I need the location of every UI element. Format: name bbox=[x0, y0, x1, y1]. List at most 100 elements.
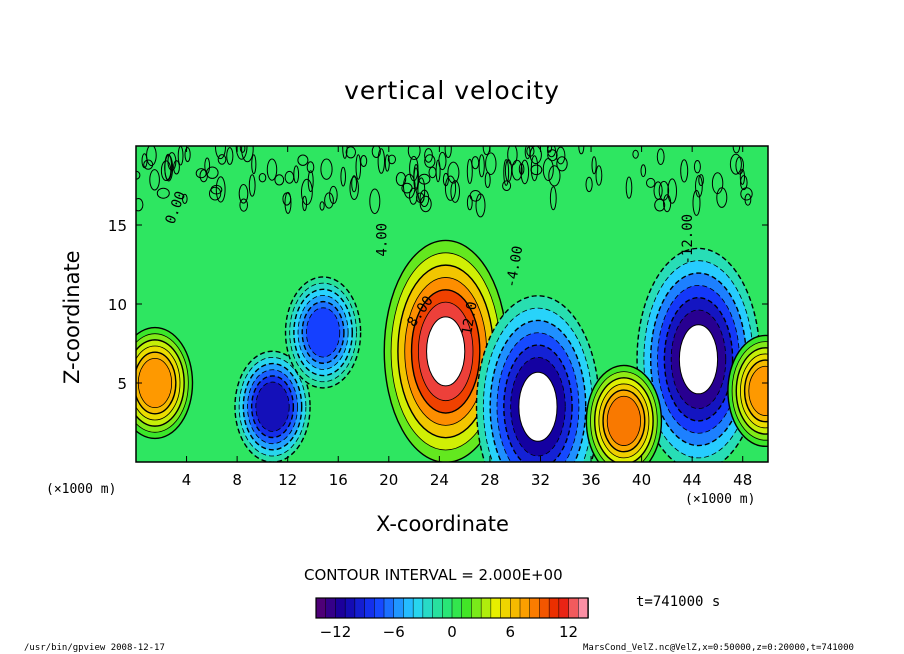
colorbar-segment bbox=[344, 597, 356, 619]
noise-contour bbox=[324, 192, 334, 209]
colorbar-segment bbox=[364, 597, 376, 619]
colorbar-segment bbox=[451, 597, 463, 619]
noise-contour bbox=[395, 172, 407, 186]
colorbar-tick-label: −6 bbox=[383, 623, 405, 641]
noise-contour bbox=[340, 166, 347, 187]
downdraft-cell bbox=[234, 350, 311, 462]
noise-contour bbox=[274, 174, 285, 186]
noise-contour bbox=[520, 159, 530, 185]
noise-contour bbox=[239, 198, 248, 212]
noise-contour bbox=[160, 160, 172, 181]
noise-contour bbox=[591, 156, 597, 175]
noise-contour bbox=[740, 187, 753, 201]
x-tick-label: 4 bbox=[182, 471, 192, 489]
x-tick-label: 32 bbox=[531, 471, 550, 489]
noise-contour bbox=[654, 198, 666, 212]
x-axis: 4 8 12 16 20 24 28 32 36 40 44 48 bbox=[182, 146, 752, 489]
updraft-cell bbox=[136, 326, 194, 440]
noise-contour bbox=[428, 166, 437, 179]
colorbar-segment bbox=[548, 597, 560, 619]
noise-contour bbox=[360, 155, 368, 167]
turbulent-layer bbox=[136, 146, 753, 218]
noise-contour bbox=[695, 175, 703, 198]
updraft-cell bbox=[585, 364, 663, 462]
noise-contour bbox=[302, 195, 308, 212]
noise-contour bbox=[319, 201, 325, 211]
noise-contour bbox=[401, 182, 413, 194]
colorbar-frame bbox=[315, 597, 589, 619]
colorbar-segment bbox=[510, 597, 521, 619]
noise-contour bbox=[307, 170, 314, 193]
noise-contour bbox=[355, 154, 362, 180]
colorbar-tick-label: −12 bbox=[320, 623, 352, 641]
time-label: t=741000 s bbox=[636, 594, 721, 610]
noise-contour bbox=[744, 193, 752, 206]
y-axis-label: Z-coordinate bbox=[60, 250, 84, 384]
x-tick-label: 28 bbox=[480, 471, 499, 489]
downdraft-cell bbox=[636, 247, 761, 462]
downdraft-core bbox=[518, 371, 558, 442]
noise-contour bbox=[419, 195, 432, 213]
contour-label: -12.00 bbox=[680, 214, 696, 265]
source-info: MarsCond_VelZ.nc@VelZ,x=0:50000,z=0:2000… bbox=[583, 643, 854, 653]
noise-contour bbox=[548, 165, 561, 187]
x-tick-label: 20 bbox=[379, 471, 398, 489]
plot-area bbox=[136, 146, 768, 462]
colorbar-segment bbox=[422, 597, 434, 619]
noise-contour bbox=[143, 159, 154, 170]
noise-contour bbox=[667, 178, 678, 204]
noise-contour bbox=[466, 158, 473, 184]
colorbar-segment bbox=[374, 597, 385, 619]
colorbar-segment bbox=[500, 597, 512, 619]
noise-contour bbox=[349, 176, 359, 200]
y-tick-label: 15 bbox=[108, 217, 127, 235]
colorbar-tick-label: 12 bbox=[559, 623, 578, 641]
noise-contour bbox=[578, 146, 585, 155]
x-axis-label-text: X-coordinate bbox=[376, 512, 509, 536]
contour-interval-label: CONTOUR INTERVAL = 2.000E+00 bbox=[304, 566, 563, 584]
noise-contour bbox=[173, 160, 180, 175]
updraft-contour bbox=[748, 365, 768, 416]
colorbar-segment bbox=[578, 597, 589, 619]
x-tick-label: 44 bbox=[683, 471, 702, 489]
contour-label: 12.0 bbox=[459, 300, 481, 336]
updraft-cell bbox=[383, 239, 508, 462]
chart-title: vertical velocity bbox=[344, 76, 560, 105]
colorbar: −12 −6 0 6 12 bbox=[315, 597, 589, 641]
noise-contour bbox=[413, 167, 419, 191]
x-tick-label: 40 bbox=[632, 471, 651, 489]
x-unit-label-left: (×1000 m) bbox=[46, 482, 117, 497]
updraft-core bbox=[426, 316, 466, 387]
colorbar-segment bbox=[403, 597, 414, 619]
noise-contour bbox=[403, 173, 416, 199]
noise-contour bbox=[209, 186, 222, 201]
noise-contour bbox=[680, 159, 689, 183]
noise-contour bbox=[164, 153, 173, 181]
colorbar-tick-label: 6 bbox=[506, 623, 516, 641]
noise-contour bbox=[556, 156, 568, 172]
downdraft-cell bbox=[475, 295, 601, 462]
noise-contour bbox=[284, 191, 292, 214]
downdraft-contour bbox=[305, 307, 341, 358]
noise-contour bbox=[711, 172, 724, 195]
downdraft-cell bbox=[284, 276, 362, 389]
noise-contour bbox=[698, 174, 704, 187]
noise-contour bbox=[471, 156, 480, 170]
noise-contour bbox=[182, 193, 188, 204]
noise-contour bbox=[416, 192, 425, 204]
noise-contour bbox=[258, 173, 267, 183]
noise-contour bbox=[625, 176, 633, 199]
noise-contour bbox=[251, 154, 257, 175]
colorbar-segment bbox=[393, 597, 405, 619]
noise-contour bbox=[646, 177, 656, 188]
x-tick-label: 16 bbox=[329, 471, 348, 489]
colorbar-segment bbox=[412, 597, 424, 619]
downdraft-core bbox=[678, 324, 719, 395]
x-tick-label: 48 bbox=[733, 471, 752, 489]
colorbar-segment bbox=[354, 597, 366, 619]
noise-contour bbox=[547, 149, 558, 162]
noise-contour bbox=[585, 176, 593, 193]
x-unit-label-right: (×1000 m) bbox=[685, 492, 756, 507]
updraft-contour bbox=[606, 395, 641, 446]
